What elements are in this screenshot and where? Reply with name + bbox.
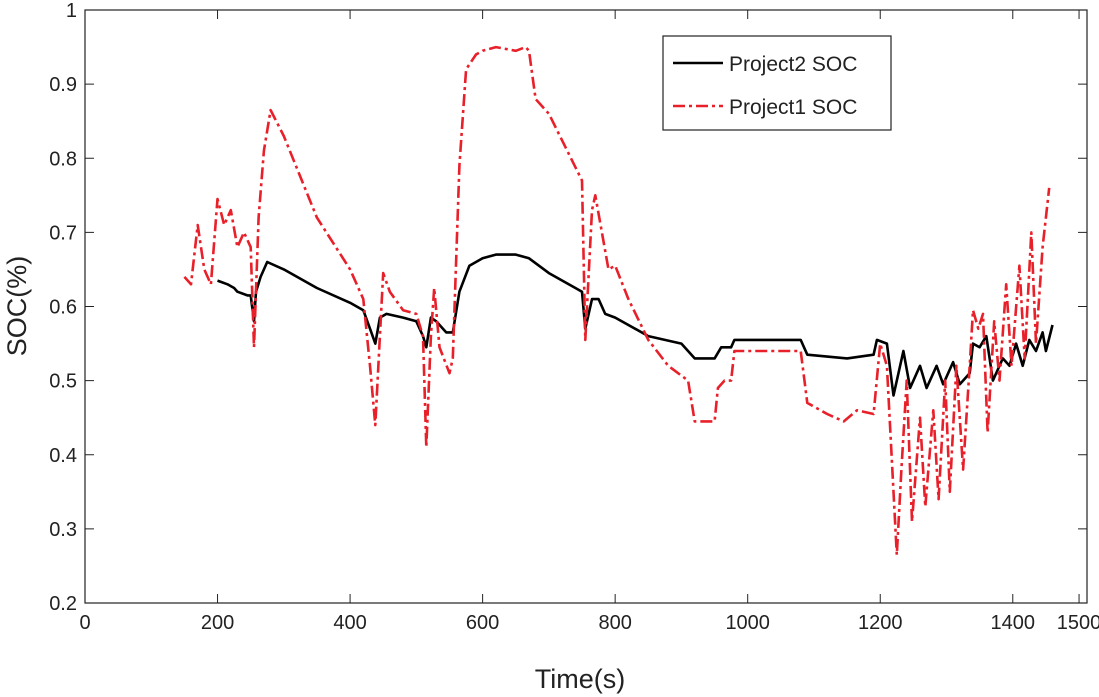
y-tick-label: 0.7 — [49, 222, 77, 244]
y-tick-label: 0.6 — [49, 297, 77, 319]
x-tick-label: 400 — [333, 612, 366, 634]
series-line — [183, 45, 1051, 557]
x-tick-label: 200 — [201, 612, 234, 634]
y-tick-label: 0.8 — [49, 148, 77, 170]
y-tick-label: 0.2 — [49, 593, 77, 615]
y-axis-label: SOC(%) — [2, 256, 32, 357]
y-tick-label: 1 — [66, 0, 77, 22]
y-tick-label: 0.3 — [49, 519, 77, 541]
x-tick-label: 800 — [598, 612, 631, 634]
legend-label: Project2 SOC — [729, 53, 857, 76]
x-axis-label: Time(s) — [535, 664, 625, 694]
x-tick-label: 0 — [79, 612, 90, 634]
x-tick-label: 600 — [466, 612, 499, 634]
x-tick-label: 1000 — [725, 612, 770, 634]
x-tick-label: 1500 — [1057, 612, 1099, 634]
y-tick-label: 0.5 — [49, 371, 77, 393]
series-line — [217, 253, 1054, 397]
x-tick-label: 1400 — [991, 612, 1036, 634]
legend-box — [662, 35, 892, 131]
legend-label: Project1 SOC — [729, 96, 857, 119]
y-tick-label: 0.9 — [49, 74, 77, 96]
y-tick-label: 0.4 — [49, 445, 77, 467]
x-tick-label: 1200 — [858, 612, 903, 634]
